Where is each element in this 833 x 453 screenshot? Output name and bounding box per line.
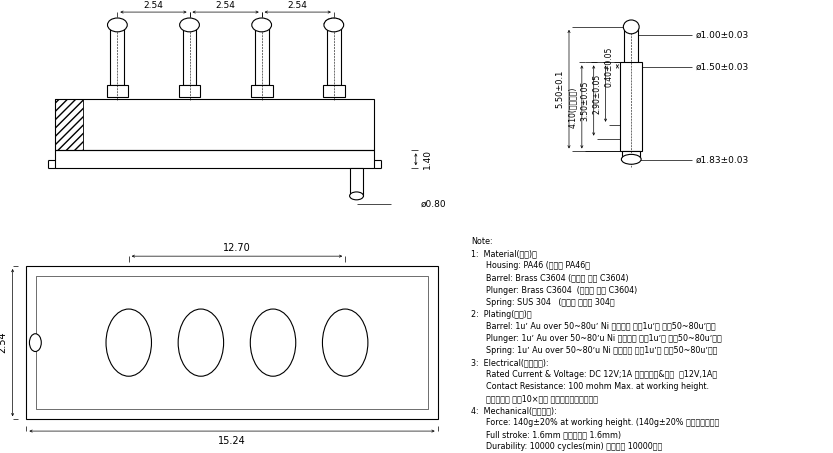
Text: 2:  Plating(电镲)：: 2: Plating(电镲)：	[471, 310, 531, 319]
Bar	[111, 24, 124, 85]
Text: 2.54: 2.54	[143, 0, 163, 10]
Text: 4:  Mechanical(机械性能):: 4: Mechanical(机械性能):	[471, 406, 557, 415]
Bar	[37, 276, 427, 410]
Text: 3.50±0.05: 3.50±0.05	[581, 80, 589, 120]
Text: 2.54: 2.54	[216, 0, 236, 10]
Ellipse shape	[250, 309, 296, 376]
Text: Housing: PA46 (泠芯： PA46）: Housing: PA46 (泠芯： PA46）	[471, 261, 590, 270]
Text: 15.24: 15.24	[218, 436, 246, 446]
Text: Contact Resistance: 100 mohm Max. at working height.: Contact Resistance: 100 mohm Max. at wor…	[471, 382, 709, 391]
Text: Spring: SUS 304   (弹笧： 不锈鑉 304）: Spring: SUS 304 (弹笧： 不锈鑉 304）	[471, 298, 615, 307]
Bar	[255, 24, 268, 85]
Text: Spring: 1uʼ Au over 50~80ʼu Ni （弹笧： 镀金1uʼ， 镕幰50~80uʼ。）: Spring: 1uʼ Au over 50~80ʼu Ni （弹笧： 镀金1u…	[471, 346, 717, 355]
Ellipse shape	[252, 18, 272, 32]
Text: 1.40: 1.40	[423, 149, 432, 169]
Text: ø0.80: ø0.80	[421, 199, 446, 208]
Ellipse shape	[350, 192, 363, 200]
Ellipse shape	[621, 154, 641, 164]
Text: 3:  Electrical(电气特性):: 3: Electrical(电气特性):	[471, 358, 549, 367]
Text: 0.40±0.05: 0.40±0.05	[604, 46, 613, 87]
Bar	[55, 150, 374, 168]
Ellipse shape	[324, 18, 344, 32]
Text: ø1.50±0.03: ø1.50±0.03	[696, 63, 749, 72]
Bar	[178, 85, 201, 97]
Text: 2.90±0.05: 2.90±0.05	[592, 73, 601, 114]
Bar	[55, 99, 82, 150]
Text: 2.54: 2.54	[0, 332, 7, 353]
Text: ø1.83±0.03: ø1.83±0.03	[696, 156, 749, 165]
Bar	[251, 85, 272, 97]
Bar	[323, 85, 345, 97]
Bar	[350, 168, 363, 196]
Bar	[107, 85, 128, 97]
Text: Durability: 10000 cycles(min) （寿命： 10000次）: Durability: 10000 cycles(min) （寿命： 10000…	[471, 442, 662, 451]
Ellipse shape	[322, 309, 368, 376]
Text: Barrel: 1uʼ Au over 50~80uʼ Ni （针管： 镀金1uʼ， 镕幰50~80uʼ。）: Barrel: 1uʼ Au over 50~80uʼ Ni （针管： 镀金1u…	[471, 322, 716, 331]
Ellipse shape	[107, 18, 127, 32]
Text: 2.54: 2.54	[287, 0, 307, 10]
Bar	[622, 151, 640, 159]
Ellipse shape	[178, 309, 223, 376]
Bar	[621, 63, 642, 151]
Text: Rated Current & Voltage: DC 12V;1A （额定电压&电流  直12V,1A）: Rated Current & Voltage: DC 12V;1A （额定电压…	[471, 370, 717, 379]
Text: 1:  Material(材料)：: 1: Material(材料)：	[471, 250, 537, 259]
Ellipse shape	[106, 309, 152, 376]
Text: 12.70: 12.70	[223, 243, 251, 253]
Text: ø1.00±0.03: ø1.00±0.03	[696, 30, 749, 39]
Text: 4.10(工作高度): 4.10(工作高度)	[568, 86, 577, 128]
Text: Plunger: Brass C3604  (针头： 黄铜 C3604): Plunger: Brass C3604 (针头： 黄铜 C3604)	[471, 285, 637, 294]
Bar	[27, 266, 437, 419]
Bar	[55, 99, 374, 150]
Text: 接触电阔： 最大10×毫欧 （在工作高度状态下）: 接触电阔： 最大10×毫欧 （在工作高度状态下）	[471, 394, 598, 403]
Ellipse shape	[180, 18, 199, 32]
Bar	[327, 24, 341, 85]
Text: Barrel: Brass C3604 (针管： 黄铜 C3604): Barrel: Brass C3604 (针管： 黄铜 C3604)	[471, 274, 629, 283]
Ellipse shape	[623, 20, 639, 34]
Text: Note:: Note:	[471, 237, 493, 246]
Bar	[625, 27, 638, 70]
Bar	[182, 24, 197, 85]
Text: Full stroke: 1.6mm （全冲程： 1.6mm): Full stroke: 1.6mm （全冲程： 1.6mm)	[471, 430, 621, 439]
Text: Force: 140g±20% at working height. (140g±20% 在工作高度时）: Force: 140g±20% at working height. (140g…	[471, 418, 720, 427]
Text: 5.50±0.1: 5.50±0.1	[556, 70, 565, 108]
Ellipse shape	[29, 334, 42, 352]
Text: Plunger: 1uʼ Au over 50~80ʼu Ni （针头： 镀金1uʼ， 镕幰50~80uʼ。）: Plunger: 1uʼ Au over 50~80ʼu Ni （针头： 镀金1…	[471, 334, 722, 343]
